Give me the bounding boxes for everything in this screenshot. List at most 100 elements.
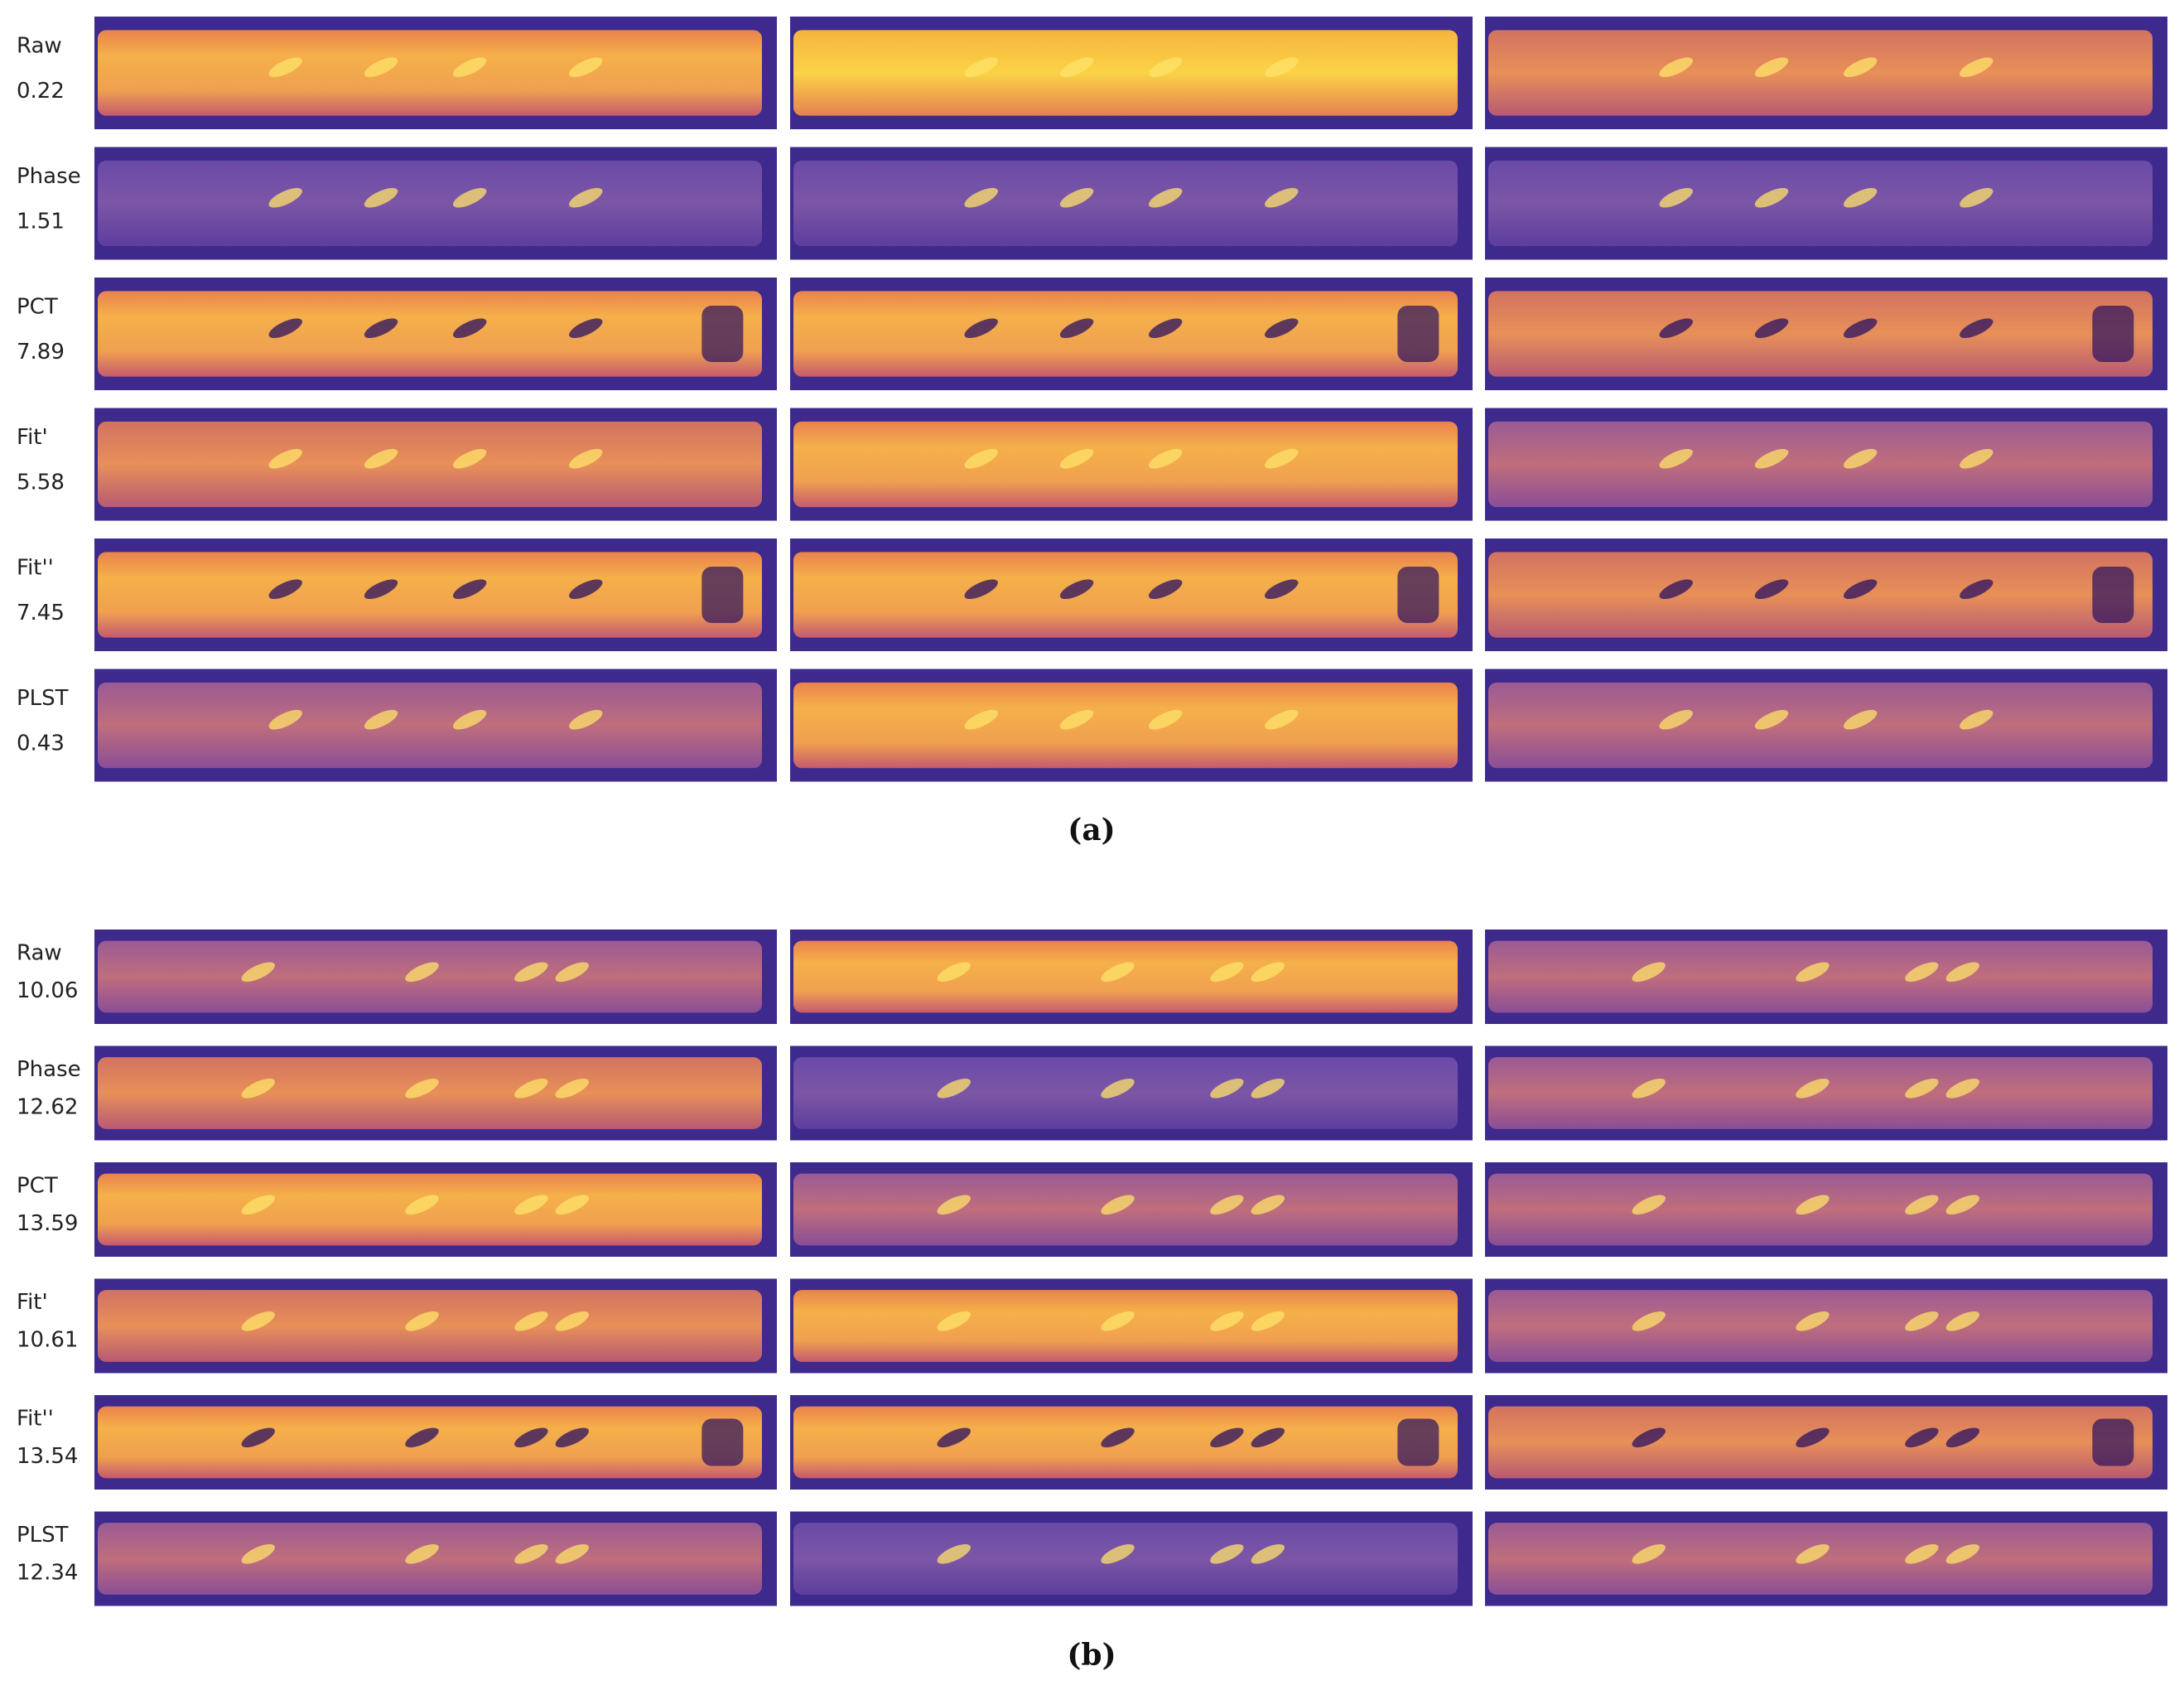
defect <box>569 187 603 208</box>
panel-caption: (a) <box>1068 813 1115 848</box>
tube-body <box>1488 1290 2153 1362</box>
defect <box>1210 1544 1244 1564</box>
defect <box>1632 1427 1666 1448</box>
defect <box>1905 1544 1939 1564</box>
tube-body <box>1488 682 2153 769</box>
defect <box>452 318 487 338</box>
defect <box>1059 318 1094 338</box>
defect <box>1843 187 1878 208</box>
defect <box>1796 1544 1830 1564</box>
thermal-image <box>790 147 1473 260</box>
defect <box>241 1195 275 1215</box>
defect <box>1251 1079 1285 1099</box>
thermal-image <box>790 1045 1473 1141</box>
thermal-image <box>94 17 777 129</box>
defect <box>1843 57 1878 77</box>
thermal-image <box>1485 1278 2167 1374</box>
method-label: Fit'' <box>17 556 54 581</box>
defect <box>241 962 275 983</box>
defect <box>937 1311 971 1331</box>
thermal-image <box>94 538 777 651</box>
tube-body <box>793 421 1458 508</box>
thermal-image <box>1485 1395 2167 1490</box>
thermal-image <box>1485 1511 2167 1606</box>
defect <box>1210 1311 1244 1331</box>
tube-body <box>98 940 762 1013</box>
defect <box>452 579 487 599</box>
defect <box>1101 1311 1135 1331</box>
defect <box>1945 1544 1980 1564</box>
thermal-image <box>94 147 777 260</box>
defect <box>514 1079 548 1099</box>
defect <box>1796 1427 1830 1448</box>
defect <box>364 448 398 469</box>
defect <box>569 709 603 730</box>
defect <box>1843 709 1878 730</box>
defect <box>514 1544 548 1564</box>
tube-body <box>793 682 1458 769</box>
tube-body <box>98 1173 762 1246</box>
method-label: PCT <box>17 295 58 320</box>
tube-body <box>1488 1523 2153 1595</box>
dark-end <box>2092 567 2134 623</box>
thermal-image <box>94 1162 777 1257</box>
thermal-image <box>1485 1045 2167 1141</box>
defect <box>1843 448 1878 469</box>
method-label: Fit'' <box>17 1406 54 1431</box>
defect <box>1210 1079 1244 1099</box>
tube-body <box>793 1523 1458 1595</box>
defect <box>1796 1079 1830 1099</box>
method-label: PCT <box>17 1173 58 1198</box>
defect <box>1960 448 1994 469</box>
thermal-image <box>94 1045 777 1141</box>
defect <box>964 448 998 469</box>
dark-end <box>701 1418 744 1466</box>
defect <box>1148 57 1183 77</box>
defect <box>1210 962 1244 983</box>
defect <box>1265 187 1299 208</box>
tube-body <box>1488 552 2153 638</box>
defect <box>1960 318 1994 338</box>
defect <box>1059 448 1094 469</box>
defect <box>1659 448 1693 469</box>
defect <box>1265 579 1299 599</box>
defect <box>1843 579 1878 599</box>
defect <box>1148 448 1183 469</box>
defect <box>241 1311 275 1331</box>
defect <box>937 1195 971 1215</box>
tube-body <box>98 30 762 116</box>
defect <box>452 57 487 77</box>
defect <box>964 709 998 730</box>
tube-body <box>98 1406 762 1479</box>
method-label: PLST <box>17 1523 69 1548</box>
defect <box>1754 187 1789 208</box>
tube-body <box>1488 1057 2153 1129</box>
method-label: Fit' <box>17 425 48 450</box>
tube-body <box>98 682 762 769</box>
method-label: Phase <box>17 1057 81 1082</box>
tube-body <box>793 1173 1458 1246</box>
defect <box>964 579 998 599</box>
defect <box>268 57 302 77</box>
tube-body <box>793 291 1458 377</box>
tube-body <box>793 1406 1458 1479</box>
tube-body <box>793 940 1458 1013</box>
tube-body <box>98 1290 762 1362</box>
defect <box>1905 1079 1939 1099</box>
defect <box>1101 1079 1135 1099</box>
defect <box>241 1079 275 1099</box>
tube-body <box>793 1290 1458 1362</box>
thermal-image <box>1485 1162 2167 1257</box>
defect <box>1632 1079 1666 1099</box>
defect <box>364 187 398 208</box>
defect <box>937 962 971 983</box>
defect <box>405 1311 439 1331</box>
tube-body <box>1488 30 2153 116</box>
method-label: Raw <box>17 940 62 965</box>
defect <box>514 1427 548 1448</box>
defect <box>1945 1195 1980 1215</box>
dark-end <box>1397 567 1439 623</box>
thermal-image <box>1485 408 2167 521</box>
method-score: 7.89 <box>17 340 65 365</box>
